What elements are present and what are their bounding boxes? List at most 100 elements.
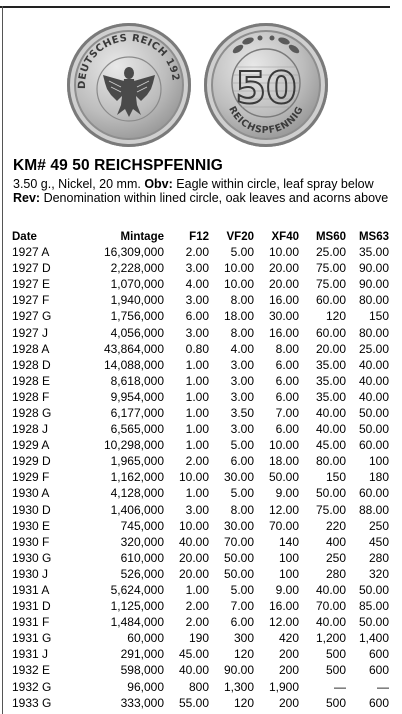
cell-f12: 3.00 (185, 502, 209, 517)
cell-mintage: 320,000 (120, 534, 164, 549)
cell-ms63: 80.00 (358, 293, 389, 308)
coin-obverse-image: DEUTSCHES REICH 1928 (67, 23, 191, 147)
cell-f12: 2.00 (185, 245, 209, 260)
cell-f12: 1.00 (185, 357, 209, 372)
reverse-text: Denomination within lined circle, oak le… (43, 191, 389, 206)
cell-ms60: 1,200 (315, 631, 346, 646)
cell-ms60: 35.00 (315, 389, 346, 404)
cell-xf40: 100 (278, 550, 299, 565)
cell-xf40: 16.00 (268, 599, 299, 614)
cell-xf40: 6.00 (275, 373, 299, 388)
cell-ms60: 75.00 (315, 277, 346, 292)
cell-date: 1927 D (12, 261, 51, 276)
cell-ms63: 280 (368, 550, 389, 565)
column-header-ms63: MS63 (358, 230, 389, 243)
cell-mintage: 1,406,000 (110, 502, 164, 517)
cell-vf20: 3.00 (230, 389, 254, 404)
cell-f12: 1.00 (185, 486, 209, 501)
cell-ms60: 500 (325, 663, 346, 678)
cell-ms63: 150 (368, 309, 389, 324)
cell-vf20: 3.00 (230, 373, 254, 388)
cell-vf20: 6.00 (230, 454, 254, 469)
cell-xf40: 6.00 (275, 357, 299, 372)
table-body: 1927 A 16,309,000 2.00 5.00 10.00 25.00 35.00 1… (12, 244, 389, 711)
cell-ms63: 600 (368, 695, 389, 710)
table-row: 1931 F 1,484,000 2.00 6.00 12.00 40.00 50.00 (12, 614, 389, 630)
cell-xf40: 6.00 (275, 422, 299, 437)
cell-ms60: — (334, 679, 346, 694)
cell-vf20: 8.00 (230, 293, 254, 308)
cell-f12: 45.00 (178, 647, 209, 662)
cell-date: 1930 D (12, 502, 51, 517)
cell-f12: 10.00 (178, 518, 209, 533)
table-row: 1928 J 6,565,000 1.00 3.00 6.00 40.00 50.00 (12, 421, 389, 437)
cell-vf20: 3.00 (230, 357, 254, 372)
cell-xf40: 10.00 (268, 438, 299, 453)
cell-date: 1932 E (12, 663, 51, 678)
cell-xf40: 18.00 (268, 454, 299, 469)
svg-text:DEUTSCHES REICH 1928: DEUTSCHES REICH 1928 (67, 23, 181, 89)
cell-ms63: 50.00 (358, 422, 389, 437)
cell-date: 1928 F (12, 389, 50, 404)
cell-f12: 2.00 (185, 454, 209, 469)
cell-mintage: 526,000 (120, 566, 164, 581)
cell-mintage: 1,965,000 (110, 454, 164, 469)
cell-f12: 1.00 (185, 389, 209, 404)
table-row: 1927 G 1,756,000 6.00 18.00 30.00 120 150 (12, 308, 389, 324)
cell-mintage: 8,618,000 (110, 373, 164, 388)
eagle-icon: DEUTSCHES REICH 1928 (67, 23, 181, 122)
cell-ms60: 60.00 (315, 293, 346, 308)
obverse-legend: DEUTSCHES REICH 1928 (67, 23, 180, 89)
cell-date: 1931 D (12, 599, 51, 614)
cell-vf20: 3.50 (230, 405, 254, 420)
cell-vf20: 300 (233, 631, 254, 646)
table-row: 1933 G 333,000 55.00 120 200 500 600 (12, 695, 389, 711)
spec-text: 3.50 g., Nickel, 20 mm. (13, 177, 141, 191)
cell-ms63: 90.00 (358, 277, 389, 292)
cell-f12: 1.00 (185, 405, 209, 420)
cell-mintage: 96,000 (127, 679, 164, 694)
table-row: 1930 J 526,000 20.00 50.00 100 280 320 (12, 566, 389, 582)
cell-xf40: 12.00 (268, 502, 299, 517)
cell-xf40: 7.00 (275, 405, 299, 420)
cell-mintage: 1,940,000 (110, 293, 164, 308)
cell-vf20: 1,300 (223, 679, 254, 694)
oak-leaves-icon: 50 REICHSPFENNIG (226, 35, 305, 136)
cell-xf40: 50.00 (268, 470, 299, 485)
cell-date: 1927 G (12, 309, 52, 324)
cell-ms63: 50.00 (358, 615, 389, 630)
cell-date: 1930 F (12, 534, 50, 549)
cell-mintage: 598,000 (120, 663, 164, 678)
cell-date: 1927 A (12, 245, 50, 260)
cell-date: 1927 F (12, 293, 50, 308)
cell-f12: 800 (188, 679, 209, 694)
cell-f12: 2.00 (185, 615, 209, 630)
cell-ms60: 40.00 (315, 422, 346, 437)
cell-vf20: 5.00 (230, 438, 254, 453)
cell-mintage: 16,309,000 (103, 245, 164, 260)
cell-ms60: 60.00 (315, 325, 346, 340)
cell-ms60: 35.00 (315, 357, 346, 372)
cell-ms63: 35.00 (358, 245, 389, 260)
table-row: 1931 J 291,000 45.00 120 200 500 600 (12, 646, 389, 662)
table-row: 1930 F 320,000 40.00 70.00 140 400 450 (12, 534, 389, 550)
column-header-ms60: MS60 (315, 230, 346, 243)
cell-ms60: 40.00 (315, 615, 346, 630)
cell-vf20: 120 (233, 695, 254, 710)
table-row: 1929 F 1,162,000 10.00 30.00 50.00 150 180 (12, 469, 389, 485)
table-row: 1931 D 1,125,000 2.00 7.00 16.00 70.00 85.00 (12, 598, 389, 614)
cell-f12: 1.00 (185, 438, 209, 453)
cell-ms63: 50.00 (358, 583, 389, 598)
cell-f12: 3.00 (185, 293, 209, 308)
cell-vf20: 4.00 (230, 341, 254, 356)
column-header-date: Date (12, 230, 37, 243)
cell-f12: 20.00 (178, 566, 209, 581)
coin-description: 3.50 g., Nickel, 20 mm. Obv: Eagle withi… (13, 177, 391, 206)
cell-ms63: 85.00 (358, 599, 389, 614)
cell-vf20: 3.00 (230, 422, 254, 437)
cell-f12: 10.00 (178, 470, 209, 485)
cell-ms63: 40.00 (358, 373, 389, 388)
table-row: 1928 E 8,618,000 1.00 3.00 6.00 35.00 40.00 (12, 373, 389, 389)
cell-ms60: 70.00 (315, 599, 346, 614)
table-row: 1928 A 43,864,000 0.80 4.00 8.00 20.00 25.00 (12, 341, 389, 357)
